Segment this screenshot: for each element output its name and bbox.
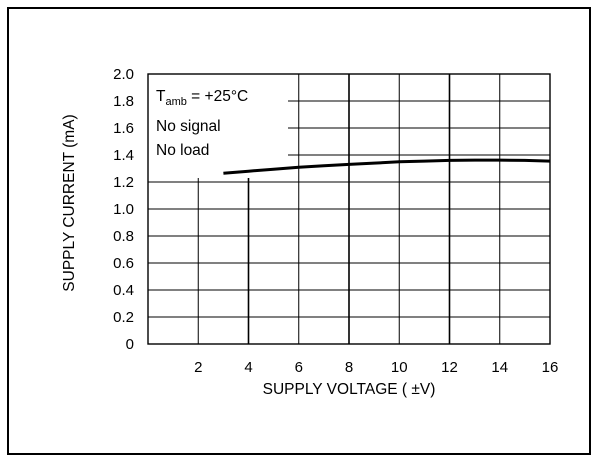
x-tick-label: 16 bbox=[542, 359, 559, 376]
y-tick-label: 1.8 bbox=[113, 93, 134, 110]
y-tick-label: 1.2 bbox=[113, 174, 134, 191]
x-axis-title: SUPPLY VOLTAGE ( ±V) bbox=[263, 381, 436, 398]
x-tick-label: 2 bbox=[194, 359, 202, 376]
grid bbox=[148, 74, 550, 344]
y-tick-label: 1.6 bbox=[113, 120, 134, 137]
y-tick-label: 0 bbox=[126, 336, 134, 353]
annotation-amb-subscript: amb bbox=[165, 96, 186, 108]
y-tick-label: 0.4 bbox=[113, 282, 134, 299]
annotation-temperature: Tamb = +25°C bbox=[156, 88, 248, 108]
supply-current-curve bbox=[223, 158, 551, 175]
chart-frame bbox=[7, 7, 591, 455]
y-tick-label: 0.6 bbox=[113, 255, 134, 272]
annotation-t: T bbox=[156, 88, 166, 105]
y-tick-label: 0.8 bbox=[113, 228, 134, 245]
x-tick-label: 14 bbox=[491, 359, 508, 376]
y-tick-label: 2.0 bbox=[113, 66, 134, 83]
annotation-no-signal: No signal bbox=[156, 118, 221, 135]
plot-area bbox=[147, 73, 551, 345]
series-layer bbox=[223, 158, 551, 175]
y-axis-title: SUPPLY CURRENT (mA) bbox=[61, 114, 78, 291]
y-tick-label: 0.2 bbox=[113, 309, 134, 326]
x-tick-label: 4 bbox=[244, 359, 252, 376]
x-tick-label: 6 bbox=[295, 359, 303, 376]
x-tick-label: 12 bbox=[441, 359, 458, 376]
conditions-box bbox=[148, 74, 288, 178]
y-tick-labels: 0 0.2 0.4 0.6 0.8 1.0 1.2 1.4 1.6 1.8 2.0 bbox=[113, 66, 134, 353]
annotation-no-load: No load bbox=[156, 142, 209, 159]
y-tick-label: 1.4 bbox=[113, 147, 134, 164]
x-tick-label: 8 bbox=[345, 359, 353, 376]
x-tick-label: 10 bbox=[391, 359, 408, 376]
annotation-temp-value: = +25°C bbox=[187, 88, 248, 105]
x-tick-labels: 2 4 6 8 10 12 14 16 bbox=[194, 359, 558, 376]
y-tick-label: 1.0 bbox=[113, 201, 134, 218]
